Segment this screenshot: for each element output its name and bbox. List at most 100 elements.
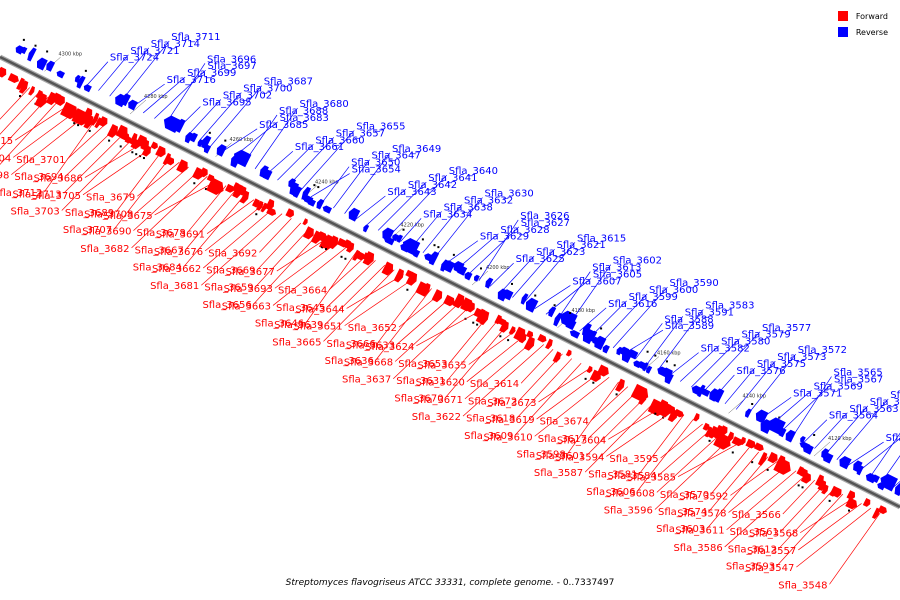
label-leader — [447, 320, 498, 381]
reverse-gene-label: Sfla_3654 — [352, 165, 401, 176]
forward-gene-label: Sfla_3693 — [224, 284, 273, 295]
gene-marker — [507, 339, 510, 342]
forward-gene-label: Sfla_3595 — [609, 454, 658, 465]
label-leader — [327, 260, 376, 308]
label-leader — [702, 331, 761, 393]
forward-gene — [465, 301, 475, 313]
forward-gene-label: Sfla_3703 — [11, 206, 60, 217]
label-leader — [588, 391, 638, 439]
forward-gene-label: Sfla_3691 — [156, 230, 205, 241]
label-leader — [445, 240, 479, 265]
reverse-gene — [464, 271, 473, 281]
label-leader — [422, 204, 463, 254]
label-leader — [814, 412, 848, 449]
reverse-gene-label: Sfla_3702 — [223, 91, 272, 102]
label-leader — [392, 306, 470, 379]
gene-marker — [751, 403, 754, 406]
reverse-gene — [21, 46, 28, 55]
forward-gene — [596, 364, 609, 377]
reverse-gene-label: Sfla_3641 — [428, 173, 477, 184]
label-leader — [206, 199, 255, 234]
reverse-gene-label: Sfla_3649 — [392, 144, 441, 155]
gene-marker — [406, 288, 409, 291]
reverse-gene — [56, 70, 65, 79]
label-leader — [323, 269, 395, 342]
forward-gene — [199, 167, 208, 178]
label-leader — [489, 262, 514, 287]
forward-gene — [431, 289, 443, 303]
forward-gene-label: Sfla_3547 — [745, 563, 794, 574]
reverse-gene-label: Sfla_3621 — [557, 240, 606, 251]
gene-marker — [472, 321, 475, 324]
forward-gene — [18, 80, 29, 94]
forward-gene-label: Sfla_3713 — [12, 189, 61, 200]
label-leader — [780, 484, 825, 532]
label-leader — [142, 76, 186, 114]
forward-gene — [739, 436, 746, 445]
label-leader — [825, 405, 869, 455]
forward-gene — [90, 112, 100, 126]
reverse-gene — [413, 249, 421, 258]
label-leader — [202, 208, 273, 269]
forward-gene-label: Sfla_3618 — [466, 414, 515, 425]
label-leader — [115, 152, 161, 213]
label-leader — [606, 409, 675, 457]
forward-gene-label: Sfla_3548 — [778, 580, 827, 591]
forward-gene-label: Sfla_3682 — [80, 244, 129, 255]
label-leader — [579, 307, 607, 332]
label-leader — [187, 99, 222, 136]
forward-gene — [98, 116, 108, 127]
reverse-gene — [642, 362, 649, 372]
reverse-gene-label: Sfla_3591 — [685, 307, 734, 318]
forward-gene — [615, 378, 625, 392]
gene-marker — [600, 327, 603, 330]
reverse-gene — [306, 198, 316, 207]
forward-gene — [362, 251, 375, 266]
tick-label: 4240 kbp — [315, 180, 339, 186]
label-leader — [660, 423, 703, 459]
label-leader — [0, 91, 40, 135]
reverse-swatch — [837, 27, 848, 37]
forward-gene — [94, 117, 102, 129]
gene-marker — [592, 381, 595, 384]
forward-gene — [206, 177, 224, 195]
reverse-gene — [27, 47, 37, 62]
forward-gene-label: Sfla_3656 — [202, 300, 251, 311]
label-leader — [612, 286, 668, 349]
reverse-gene — [456, 265, 468, 276]
label-leader — [724, 367, 756, 405]
label-leader — [82, 147, 152, 196]
label-leader — [11, 115, 87, 175]
label-leader — [679, 345, 720, 382]
label-leader — [590, 386, 629, 421]
label-leader — [288, 137, 335, 186]
forward-gene — [310, 230, 322, 244]
reverse-gene — [288, 178, 297, 189]
forward-gene-label: Sfla_3684 — [133, 263, 182, 274]
reverse-gene — [700, 388, 711, 397]
gene-marker — [108, 139, 111, 142]
forward-gene-label: Sfla_3646 — [255, 319, 304, 330]
gene-marker — [255, 213, 258, 216]
forward-gene-label: Sfla_3653 — [398, 359, 447, 370]
reverse-gene — [396, 234, 403, 243]
gene-marker — [321, 246, 324, 249]
gene-marker — [654, 412, 657, 415]
reverse-gene-label: Sfla_3625 — [516, 254, 565, 265]
reverse-gene-label: Sfla_3714 — [151, 39, 200, 50]
label-leader — [63, 134, 124, 194]
label-leader — [65, 129, 115, 177]
label-leader — [829, 512, 881, 585]
label-leader — [377, 283, 423, 344]
forward-gene — [83, 114, 94, 129]
label-leader — [656, 433, 722, 493]
reverse-gene-label: Sfla_3588 — [664, 314, 713, 325]
reverse-gene — [184, 132, 194, 144]
forward-gene-label: Sfla_3673 — [487, 398, 536, 409]
reverse-gene-label: Sfla_3642 — [408, 180, 457, 191]
gene-marker — [88, 129, 91, 132]
label-leader — [713, 374, 735, 399]
label-leader — [456, 233, 499, 270]
reverse-gene — [15, 45, 25, 55]
forward-gene-label: Sfla_3676 — [154, 247, 203, 258]
